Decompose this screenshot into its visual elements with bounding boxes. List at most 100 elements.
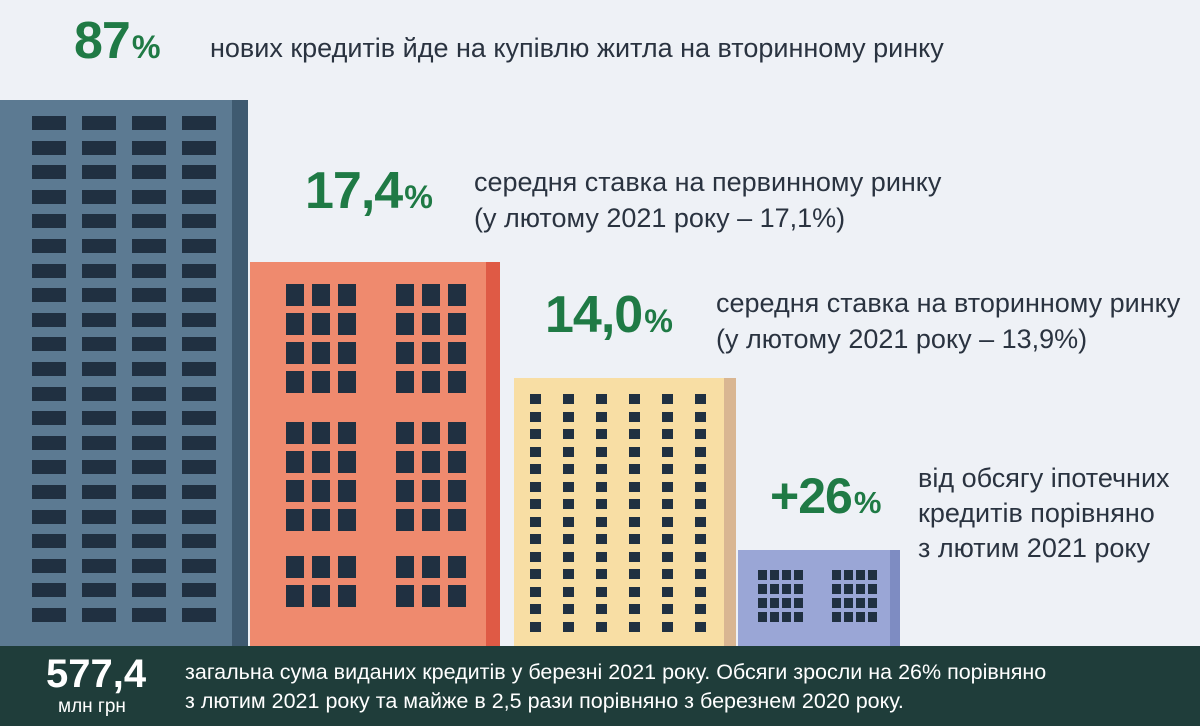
- building-window: [530, 534, 541, 544]
- building-window: [832, 598, 841, 608]
- building-window: [629, 394, 640, 404]
- building-window: [182, 214, 216, 229]
- building-window: [132, 485, 166, 499]
- building-window: [286, 585, 304, 607]
- building-window: [182, 460, 216, 475]
- building-window: [832, 612, 841, 622]
- building-window: [132, 288, 166, 303]
- building-window: [856, 584, 865, 594]
- building-window: [530, 551, 541, 562]
- building-window: [286, 284, 304, 306]
- building-window: [82, 509, 116, 524]
- building-window: [596, 516, 607, 527]
- building-window: [132, 558, 166, 573]
- building-window: [695, 394, 706, 404]
- building-window: [844, 584, 853, 594]
- building-window: [422, 313, 440, 335]
- building-window: [338, 284, 356, 306]
- building-window: [338, 451, 356, 473]
- building-window: [596, 621, 607, 632]
- building-window: [182, 509, 216, 524]
- building-window: [662, 429, 673, 439]
- building-window: [758, 598, 767, 608]
- building-window: [182, 312, 216, 327]
- building-window: [132, 362, 166, 376]
- building-window: [422, 509, 440, 531]
- building-window: [82, 214, 116, 229]
- building-window: [844, 598, 853, 608]
- building-window: [422, 480, 440, 502]
- building-window: [82, 362, 116, 376]
- building-window: [856, 570, 865, 580]
- stat-value: 87%: [74, 12, 161, 70]
- building-window: [312, 284, 330, 306]
- building-window: [856, 598, 865, 608]
- building-window: [182, 583, 216, 598]
- building-window: [182, 116, 216, 130]
- building-window: [448, 556, 466, 578]
- building-window: [286, 371, 304, 393]
- building-window: [82, 411, 116, 426]
- building-window: [563, 621, 574, 632]
- building-window: [132, 140, 166, 155]
- building-window: [629, 516, 640, 527]
- building-window: [132, 312, 166, 327]
- building-window: [32, 558, 66, 573]
- building-window: [563, 429, 574, 439]
- building-window: [396, 313, 414, 335]
- building-window: [82, 337, 116, 352]
- building-window: [82, 386, 116, 401]
- building-window: [182, 435, 216, 450]
- building-window: [695, 621, 706, 632]
- building-window: [132, 214, 166, 229]
- building-window: [132, 116, 166, 130]
- building-window: [662, 604, 673, 614]
- building-window: [286, 342, 304, 364]
- stat-caption: з лютим 2021 року: [918, 533, 1151, 563]
- stat-caption: середня ставка на вторинному ринку: [716, 288, 1181, 318]
- building-window: [32, 116, 66, 130]
- building-window: [629, 429, 640, 439]
- building-window: [132, 189, 166, 204]
- building-window: [82, 312, 116, 327]
- building-window: [182, 288, 216, 303]
- building-window: [530, 499, 541, 509]
- building-window: [448, 585, 466, 607]
- building-window: [32, 362, 66, 376]
- summary-line: з лютим 2021 року та майже в 2,5 рази по…: [185, 689, 904, 713]
- building-window: [312, 371, 330, 393]
- building-window: [338, 480, 356, 502]
- building-window: [132, 165, 166, 180]
- building-window: [338, 422, 356, 444]
- building-window: [629, 411, 640, 422]
- building-window: [629, 569, 640, 579]
- building-window: [629, 481, 640, 492]
- building-window: [32, 288, 66, 303]
- building-window: [32, 386, 66, 401]
- building-window: [596, 586, 607, 597]
- building-window: [312, 313, 330, 335]
- building-window: [758, 612, 767, 622]
- building-window: [695, 569, 706, 579]
- building-window: [32, 263, 66, 278]
- building-window: [448, 371, 466, 393]
- building-window: [563, 551, 574, 562]
- building-window: [132, 608, 166, 622]
- building-window: [32, 460, 66, 475]
- building-window: [662, 569, 673, 579]
- building-window: [629, 534, 640, 544]
- building-window: [82, 116, 116, 130]
- building-window: [312, 480, 330, 502]
- building-window: [794, 584, 803, 594]
- building-window: [563, 481, 574, 492]
- building-window: [182, 411, 216, 426]
- building-window: [132, 435, 166, 450]
- building-window: [695, 586, 706, 597]
- building-window: [794, 598, 803, 608]
- building-window: [794, 612, 803, 622]
- building-window: [530, 569, 541, 579]
- building-window: [530, 394, 541, 404]
- building-window: [338, 313, 356, 335]
- building-window: [182, 165, 216, 180]
- building-window: [844, 570, 853, 580]
